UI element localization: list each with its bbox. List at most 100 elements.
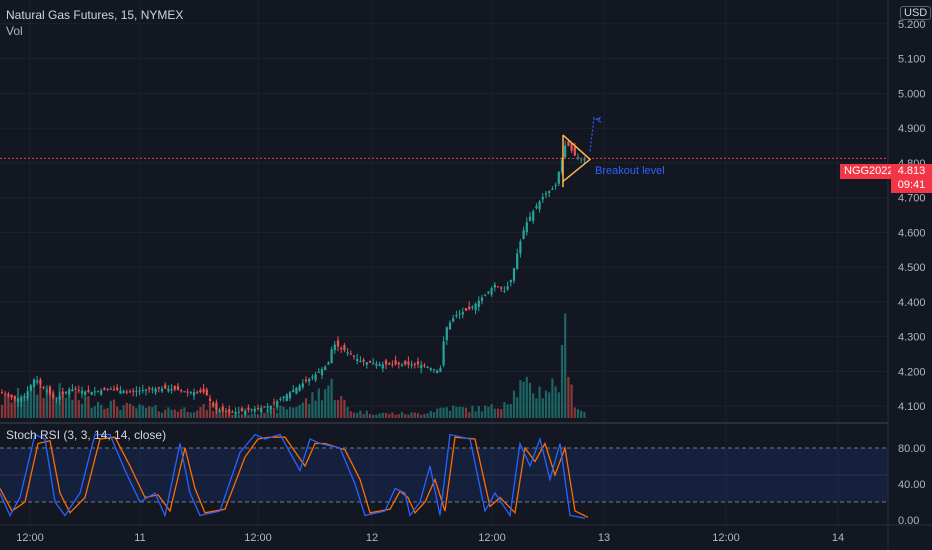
volume-bar: [391, 412, 394, 418]
candle-body: [170, 389, 173, 391]
volume-bar: [583, 412, 586, 418]
volume-bar: [372, 414, 375, 418]
candle-body: [180, 390, 183, 392]
volume-bar: [96, 401, 100, 418]
candle-body: [509, 279, 512, 283]
stoch-rsi-legend[interactable]: Stoch RSI (3, 3, 14, 14, close): [6, 428, 167, 442]
candle-body: [109, 388, 112, 390]
candle-body: [468, 306, 471, 310]
volume-bar: [359, 410, 362, 418]
candle-body: [154, 388, 157, 393]
volume-bar: [378, 413, 381, 418]
candle-body: [10, 394, 13, 398]
candle-body: [77, 390, 80, 392]
volume-bar: [487, 406, 490, 418]
candle-body: [64, 391, 68, 394]
candle-body: [135, 391, 138, 393]
volume-bar: [135, 408, 138, 418]
candle-body: [183, 391, 186, 393]
candle-body: [397, 362, 400, 365]
volume-bar: [567, 376, 570, 418]
candle-body: [525, 222, 528, 233]
candle-body: [308, 378, 311, 382]
candle-body: [36, 380, 39, 383]
currency-button[interactable]: USD: [900, 6, 932, 20]
price-tick-label: 4.900: [898, 123, 926, 135]
candle-body: [496, 286, 500, 288]
candle-body: [68, 389, 71, 394]
volume-bar: [256, 414, 260, 418]
volume-bar: [525, 376, 528, 418]
volume-bar: [493, 408, 496, 418]
candle-body: [455, 315, 458, 317]
volume-bar: [333, 399, 336, 418]
volume-bar: [240, 414, 244, 418]
candle-body: [71, 389, 74, 392]
candle-body: [189, 392, 192, 394]
volume-legend[interactable]: Vol: [6, 24, 23, 38]
candle-body: [458, 313, 461, 315]
candle-body: [282, 396, 285, 399]
volume-bar: [496, 408, 500, 418]
volume-bar: [516, 397, 519, 418]
candle-body: [381, 364, 384, 369]
candle-body: [448, 322, 452, 330]
volume-bar: [311, 392, 314, 418]
volume-bar: [13, 397, 16, 418]
candle-body: [55, 398, 58, 400]
candle-body: [199, 390, 202, 393]
time-axis-label: 12: [366, 532, 378, 544]
candle-body: [218, 410, 221, 412]
candle-body: [359, 361, 362, 363]
candle-body: [228, 409, 231, 413]
volume-bar: [349, 411, 352, 418]
time-axis-label: 13: [598, 532, 610, 544]
price-tick-label: 5.200: [898, 19, 926, 31]
stoch-tick-label: 0.00: [898, 515, 919, 527]
candle-body: [157, 387, 160, 389]
candle-body: [138, 390, 141, 392]
candle-body: [404, 360, 407, 365]
pennant-pattern: [562, 116, 603, 188]
price-tick-label: 4.600: [898, 227, 926, 239]
candle-body: [16, 398, 20, 402]
breakout-annotation[interactable]: Breakout level: [595, 165, 665, 177]
candle-body: [372, 363, 375, 365]
candle-body: [432, 369, 436, 371]
candle-body: [564, 145, 567, 158]
candle-body: [48, 386, 52, 394]
candle-body: [106, 388, 109, 390]
volume-bar: [93, 406, 96, 418]
candle-body: [429, 368, 432, 371]
time-axis-label: 12:00: [712, 532, 740, 544]
candle-body: [311, 376, 314, 378]
volume-bar: [4, 394, 7, 418]
candle-body: [442, 341, 445, 366]
volume-bar: [500, 409, 503, 418]
volume-bar: [218, 408, 221, 418]
current-price-badge: 4.813: [891, 164, 932, 179]
candle-body: [7, 393, 10, 397]
candle-body: [144, 389, 148, 391]
candle-body: [365, 362, 368, 365]
price-tick-label: 4.700: [898, 193, 926, 205]
volume-bar: [544, 390, 548, 418]
candle-body: [125, 391, 128, 393]
candle-body: [522, 230, 525, 239]
volume-bar: [196, 410, 199, 418]
candle-body: [416, 361, 420, 365]
bar-countdown-badge: 09:41: [891, 178, 932, 193]
candle-body: [52, 394, 55, 398]
volume-bar: [346, 406, 349, 418]
candle-body: [512, 268, 516, 281]
volume-bar: [560, 344, 564, 418]
volume-bar: [503, 402, 506, 418]
candle-body: [378, 364, 381, 366]
volume-bar: [397, 414, 400, 418]
candle-body: [202, 388, 205, 393]
symbol-legend[interactable]: Natural Gas Futures, 15, NYMEX: [6, 8, 184, 22]
volume-bar: [285, 409, 288, 418]
volume-bar: [64, 397, 68, 418]
candle-body: [314, 374, 317, 381]
